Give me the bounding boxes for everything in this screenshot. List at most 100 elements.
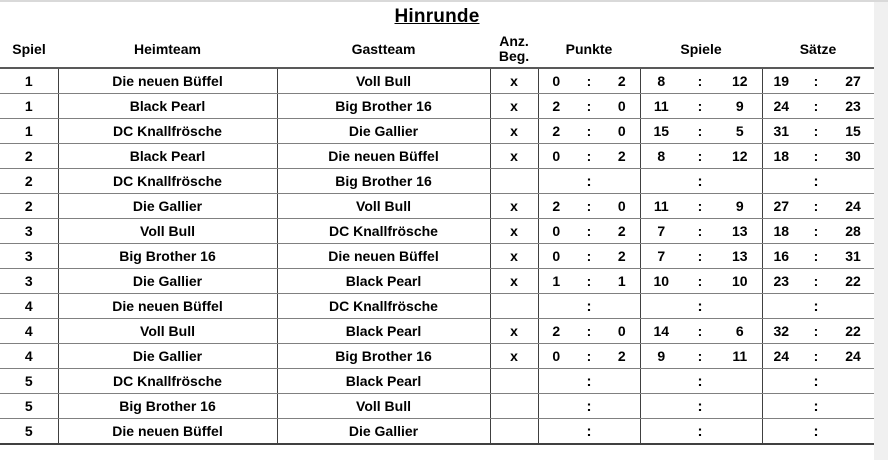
cell-punkte-gast [604, 168, 641, 194]
cell-spiele-heim [640, 168, 682, 194]
cell-spiele-gast [718, 293, 763, 319]
sheet-right-gutter [874, 2, 888, 460]
cell-punkte-separator: : [574, 67, 604, 94]
cell-heimteam: Voll Bull [58, 318, 278, 344]
cell-punkte-separator: : [574, 318, 604, 344]
cell-spiele-separator: : [682, 193, 718, 219]
cell-heimteam: Die neuen Büffel [58, 293, 278, 319]
cell-anz-beg [490, 393, 539, 419]
cell-spiel: 1 [0, 118, 59, 144]
cell-spiele-heim [640, 293, 682, 319]
cell-punkte-heim: 2 [538, 93, 574, 119]
cell-gastteam: Die neuen Büffel [277, 243, 491, 269]
cell-spiele-gast [718, 393, 763, 419]
cell-heimteam: Big Brother 16 [58, 393, 278, 419]
cell-saetze-heim [762, 393, 800, 419]
cell-punkte-gast: 1 [604, 268, 641, 294]
column-header-heimteam: Heimteam [58, 31, 277, 69]
cell-saetze-gast [832, 293, 875, 319]
separator-colon: : [813, 423, 819, 440]
cell-spiele-heim: 9 [640, 343, 682, 369]
cell-spiele-heim: 8 [640, 67, 682, 94]
cell-spiel: 4 [0, 318, 59, 344]
cell-anz-beg: x [490, 343, 539, 369]
cell-saetze-heim: 19 [762, 67, 800, 94]
cell-saetze-heim: 23 [762, 268, 800, 294]
cell-punkte-separator: : [574, 168, 604, 194]
cell-spiele-separator: : [682, 418, 718, 445]
table-row: 3 Voll Bull DC Knallfrösche x 0:2 7:13 18:28 [0, 218, 875, 244]
cell-punkte-heim [538, 393, 574, 419]
column-header-gastteam: Gastteam [277, 31, 490, 69]
cell-saetze-heim [762, 168, 800, 194]
cell-spiele-gast: 10 [718, 268, 763, 294]
cell-spiele-heim [640, 418, 682, 445]
cell-saetze-heim: 18 [762, 143, 800, 169]
cell-spiele-separator: : [682, 318, 718, 344]
cell-spiele-separator: : [682, 168, 718, 194]
cell-punkte-separator: : [574, 93, 604, 119]
cell-spiele-gast: 13 [718, 243, 763, 269]
cell-anz-beg: x [490, 318, 539, 344]
cell-saetze-heim [762, 293, 800, 319]
cell-gastteam: Big Brother 16 [277, 168, 491, 194]
cell-spiele-heim: 7 [640, 243, 682, 269]
cell-saetze-heim: 27 [762, 193, 800, 219]
cell-punkte-separator: : [574, 418, 604, 445]
cell-anz-beg: x [490, 268, 539, 294]
separator-colon: : [813, 373, 819, 390]
table-row: 2 Black Pearl Die neuen Büffel x 0:2 8:12 18:3… [0, 143, 875, 169]
cell-spiel: 5 [0, 393, 59, 419]
cell-spiele-heim: 11 [640, 193, 682, 219]
cell-spiel: 3 [0, 218, 59, 244]
cell-spiel: 4 [0, 293, 59, 319]
cell-gastteam: Black Pearl [277, 318, 491, 344]
cell-saetze-separator: : [800, 243, 832, 269]
cell-punkte-heim: 0 [538, 243, 574, 269]
cell-spiele-heim [640, 368, 682, 394]
cell-heimteam: Voll Bull [58, 218, 278, 244]
cell-heimteam: DC Knallfrösche [58, 168, 278, 194]
cell-anz-beg: x [490, 143, 539, 169]
column-header-anz-beg: Anz. Beg. [490, 31, 538, 69]
cell-saetze-gast: 22 [832, 268, 875, 294]
cell-punkte-separator: : [574, 193, 604, 219]
cell-saetze-gast: 27 [832, 67, 875, 94]
column-header-anz-beg-line2: Beg. [498, 48, 530, 64]
cell-gastteam: Big Brother 16 [277, 343, 491, 369]
cell-spiele-heim: 15 [640, 118, 682, 144]
cell-anz-beg: x [490, 67, 539, 94]
cell-gastteam: Die Gallier [277, 418, 491, 445]
cell-punkte-separator: : [574, 218, 604, 244]
column-header-spiele: Spiele [640, 31, 762, 69]
table-row: 1 Die neuen Büffel Voll Bull x 0:2 8:12 19:27 [0, 67, 875, 94]
table-row: 2 DC Knallfrösche Big Brother 16::: [0, 168, 875, 194]
cell-saetze-heim: 32 [762, 318, 800, 344]
cell-spiele-separator: : [682, 118, 718, 144]
cell-gastteam: Big Brother 16 [277, 93, 491, 119]
separator-colon: : [697, 373, 703, 390]
cell-saetze-separator: : [800, 193, 832, 219]
cell-saetze-heim [762, 368, 800, 394]
cell-anz-beg: x [490, 93, 539, 119]
cell-punkte-separator: : [574, 293, 604, 319]
separator-colon: : [813, 298, 819, 315]
cell-punkte-heim: 0 [538, 67, 574, 94]
cell-anz-beg: x [490, 193, 539, 219]
cell-punkte-separator: : [574, 368, 604, 394]
cell-saetze-gast: 31 [832, 243, 875, 269]
cell-heimteam: DC Knallfrösche [58, 368, 278, 394]
cell-saetze-heim: 31 [762, 118, 800, 144]
cell-spiel: 2 [0, 168, 59, 194]
cell-saetze-gast: 30 [832, 143, 875, 169]
cell-punkte-heim: 2 [538, 193, 574, 219]
table-row: 5 Big Brother 16 Voll Bull::: [0, 393, 875, 419]
table-row: 1 DC Knallfrösche Die Gallier x 2:0 15:5 31:15 [0, 118, 875, 144]
table-row: 5 DC Knallfrösche Black Pearl::: [0, 368, 875, 394]
separator-colon: : [586, 423, 592, 440]
cell-spiele-separator: : [682, 93, 718, 119]
cell-punkte-heim [538, 368, 574, 394]
cell-spiele-heim: 11 [640, 93, 682, 119]
cell-spiele-separator: : [682, 393, 718, 419]
